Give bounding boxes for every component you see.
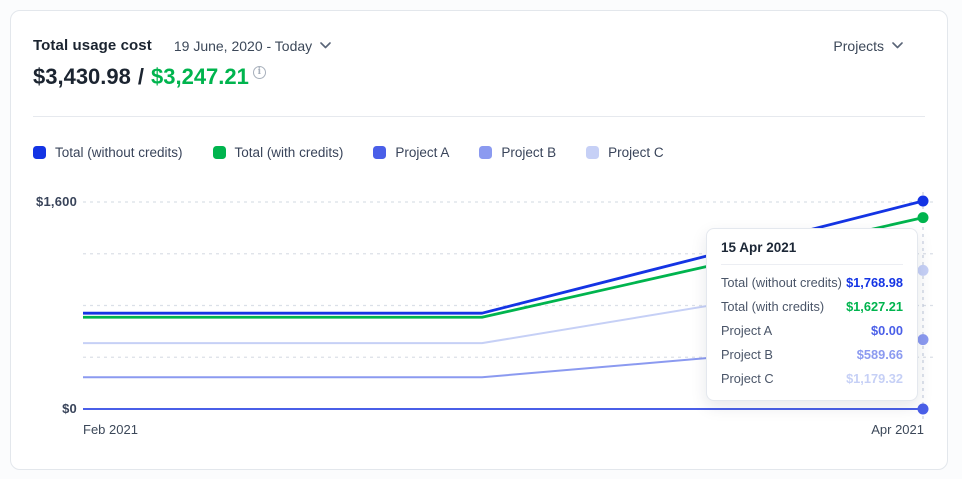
info-icon[interactable]: i — [252, 66, 266, 79]
legend-label: Total (with credits) — [234, 145, 344, 160]
hover-dot-5 — [917, 264, 929, 276]
chevron-down-icon — [320, 42, 331, 49]
y-axis-tick-0: $0 — [62, 401, 77, 416]
legend-item-total-with-credits[interactable]: Total (with credits) — [212, 145, 344, 160]
hover-dot-4 — [917, 334, 929, 346]
projects-dropdown-label: Projects — [833, 37, 884, 54]
date-range-label: 19 June, 2020 - Today — [173, 37, 313, 54]
legend-label: Project A — [395, 145, 450, 160]
legend-swatch — [373, 146, 387, 159]
total-amounts: $3,430.98 / $3,247.21 i — [33, 64, 925, 90]
tooltip-value: $1,768.98 — [846, 274, 903, 290]
legend-item-project-b[interactable]: Project B — [479, 145, 556, 160]
hover-dot-3 — [917, 403, 929, 415]
legend-label: Total (without credits) — [55, 145, 183, 160]
legend-label: Project B — [501, 145, 557, 160]
legend-swatch — [33, 146, 46, 159]
amount-with-credits: $3,247.21 — [151, 64, 249, 89]
legend-item-project-c[interactable]: Project C — [586, 145, 664, 160]
tooltip-row-project-a: Project A $0.00 — [721, 318, 903, 342]
chart-tooltip: 15 Apr 2021 Total (without credits) $1,7… — [706, 228, 918, 401]
legend-item-project-a[interactable]: Project A — [373, 145, 449, 160]
hover-dot-2 — [917, 212, 929, 224]
x-axis-tick-feb: Feb 2021 — [83, 422, 138, 437]
tooltip-label: Total (with credits) — [721, 298, 825, 314]
amount-without-credits: $3,430.98 — [33, 64, 131, 89]
chevron-down-icon — [892, 42, 903, 49]
legend-swatch — [479, 146, 493, 159]
tooltip-value: $0.00 — [870, 322, 903, 338]
legend-label: Project C — [608, 145, 664, 160]
y-axis-tick-1600: $1,600 — [36, 194, 77, 209]
page-title: Total usage cost — [33, 37, 152, 54]
tooltip-row-total-without-credits: Total (without credits) $1,768.98 — [721, 270, 903, 294]
usage-line-chart[interactable]: $1,600 $0 Feb 2021 Apr 2021 15 Apr 2021 … — [33, 186, 936, 458]
hover-dot-1 — [917, 195, 929, 207]
tooltip-row-project-c: Project C $1,179.32 — [721, 366, 903, 390]
usage-cost-card: Total usage cost 19 June, 2020 - Today P… — [10, 10, 948, 470]
tooltip-row-total-with-credits: Total (with credits) $1,627.21 — [721, 294, 903, 318]
tooltip-date: 15 Apr 2021 — [721, 240, 903, 265]
header-divider — [33, 116, 925, 117]
tooltip-rows: Total (without credits) $1,768.98 Total … — [721, 270, 903, 390]
legend-item-total-without-credits[interactable]: Total (without credits) — [33, 145, 183, 160]
projects-dropdown[interactable]: Projects — [833, 38, 903, 54]
amount-separator: / — [137, 64, 144, 89]
card-header: Total usage cost 19 June, 2020 - Today P… — [33, 37, 925, 54]
tooltip-value: $1,179.32 — [846, 370, 903, 386]
legend-swatch — [586, 146, 600, 159]
tooltip-value: $1,627.21 — [846, 298, 903, 314]
tooltip-label: Total (without credits) — [721, 274, 842, 290]
chart-legend: Total (without credits) Total (with cred… — [33, 145, 925, 160]
tooltip-value: $589.66 — [856, 346, 903, 362]
date-range-selector[interactable]: 19 June, 2020 - Today — [174, 38, 331, 54]
tooltip-label: Project C — [721, 370, 774, 386]
x-axis-tick-apr: Apr 2021 — [871, 422, 924, 437]
tooltip-row-project-b: Project B $589.66 — [721, 342, 903, 366]
legend-swatch — [212, 146, 226, 159]
tooltip-label: Project B — [721, 346, 773, 362]
tooltip-label: Project A — [721, 322, 773, 338]
